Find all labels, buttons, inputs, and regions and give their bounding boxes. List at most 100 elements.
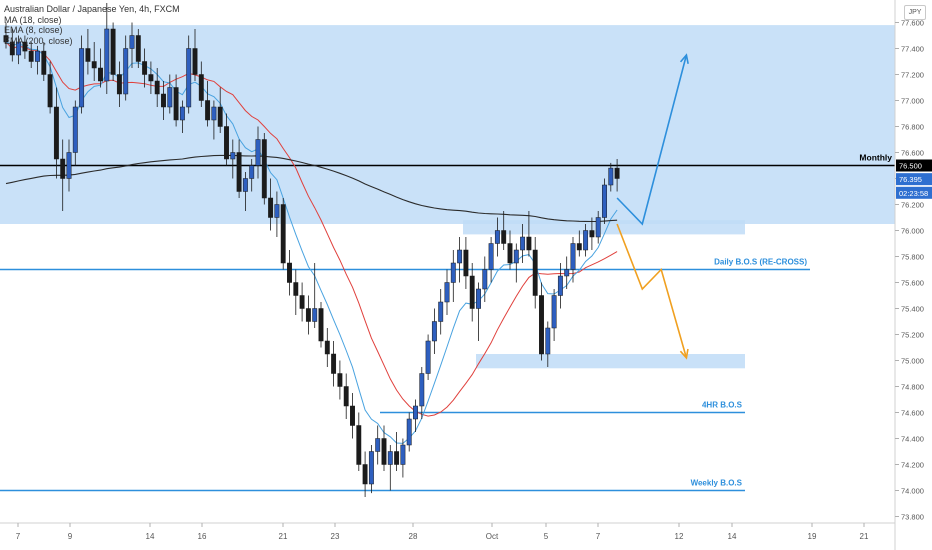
candle: [419, 367, 425, 419]
candle: [501, 211, 507, 250]
candle-body: [255, 139, 261, 166]
candle-body: [387, 451, 393, 465]
monthly-price-tag-text: 76.500: [899, 162, 922, 171]
candle: [129, 22, 135, 68]
indicator-ma18[interactable]: MA (18, close): [4, 14, 62, 25]
ema200-line: [5, 154, 618, 223]
candle: [154, 68, 160, 107]
candle-body: [293, 282, 299, 296]
candles-layer: [3, 3, 620, 497]
candle-body: [305, 308, 311, 322]
candle: [85, 29, 91, 75]
level-label: Daily B.O.S (RE-CROSS): [714, 258, 807, 267]
candle: [249, 159, 255, 192]
candle-body: [312, 308, 318, 322]
y-tick-label: 76.800: [901, 123, 924, 132]
candle-body: [236, 152, 242, 192]
indicator-ema8[interactable]: EMA (8, close): [4, 25, 63, 35]
candle: [324, 328, 330, 367]
x-tick-label: 5: [544, 532, 549, 541]
y-tick-label: 75.400: [901, 305, 924, 314]
candle-body: [91, 61, 97, 69]
candle-body: [72, 106, 78, 153]
candle-body: [142, 61, 148, 75]
candle: [22, 35, 28, 59]
candle: [520, 224, 526, 263]
candle: [192, 29, 198, 81]
candle-body: [123, 48, 129, 95]
y-tick-label: 75.600: [901, 279, 924, 288]
candle-body: [161, 93, 166, 108]
candle: [431, 308, 437, 354]
candle: [494, 217, 500, 257]
candle-body: [205, 100, 211, 121]
candle-body: [224, 126, 229, 160]
candle-body: [583, 230, 589, 251]
flip-zone: [463, 220, 745, 235]
zones-layer: [0, 25, 895, 369]
candle: [268, 178, 274, 231]
candle-body: [501, 230, 507, 244]
candle: [167, 74, 173, 114]
candle: [211, 100, 217, 140]
candle: [205, 81, 211, 127]
candle-body: [192, 48, 198, 75]
candle-body: [350, 405, 355, 426]
candle: [186, 35, 192, 114]
candle: [16, 35, 22, 65]
candle-body: [22, 41, 28, 52]
countdown-tag-text: 02:23:58: [899, 189, 928, 198]
candle-body: [173, 87, 179, 121]
bullish-projection-head: [679, 53, 689, 64]
y-tick-label: 74.600: [901, 409, 924, 418]
candle-body: [476, 288, 481, 309]
candle-body: [104, 28, 110, 82]
candle-body: [457, 249, 463, 264]
candle-body: [148, 74, 154, 82]
candle: [457, 237, 463, 283]
candle-body: [406, 418, 412, 446]
currency-button[interactable]: JPY: [904, 5, 926, 20]
candle: [602, 178, 607, 224]
candle: [198, 61, 204, 107]
candle-body: [299, 295, 305, 309]
x-tick-label: 21: [860, 532, 869, 541]
candle-body: [280, 204, 286, 264]
y-tick-label: 77.200: [901, 71, 924, 80]
demand-zone: [476, 354, 745, 369]
candle: [148, 61, 154, 94]
candle-body: [324, 340, 330, 355]
candle-body: [356, 425, 362, 465]
candle-body: [400, 444, 406, 465]
chart-legend: Australian Dollar / Japanese Yen, 4h, FX…: [4, 4, 180, 46]
candle: [564, 256, 570, 289]
candle-body: [614, 167, 620, 179]
candle-body: [368, 451, 374, 485]
candle-body: [60, 158, 66, 179]
candle: [224, 113, 229, 166]
candle-body: [532, 249, 538, 296]
candle: [299, 282, 305, 322]
price-labels-layer: 76.500 76.395 02:23:58: [896, 159, 932, 199]
candle-body: [362, 464, 368, 485]
candle-body: [488, 243, 494, 270]
chart-title: Australian Dollar / Japanese Yen, 4h, FX…: [4, 4, 180, 14]
candle-body: [469, 275, 475, 309]
x-tick-label: 23: [331, 532, 340, 541]
candle: [98, 48, 103, 88]
y-tick-label: 77.600: [901, 19, 924, 28]
indicator-ema200[interactable]: EMA (200, close): [4, 35, 73, 46]
level-label: 4HR B.O.S: [702, 401, 743, 410]
level-label: Monthly: [859, 153, 892, 163]
candle: [72, 100, 78, 166]
candle: [551, 289, 557, 341]
candle-body: [211, 106, 217, 121]
y-tick-label: 76.200: [901, 201, 924, 210]
bearish-projection: [616, 223, 688, 359]
candle: [526, 211, 532, 257]
x-tick-label: 7: [596, 532, 601, 541]
candle-body: [545, 327, 551, 355]
candle: [400, 438, 406, 478]
candle-body: [198, 74, 204, 101]
